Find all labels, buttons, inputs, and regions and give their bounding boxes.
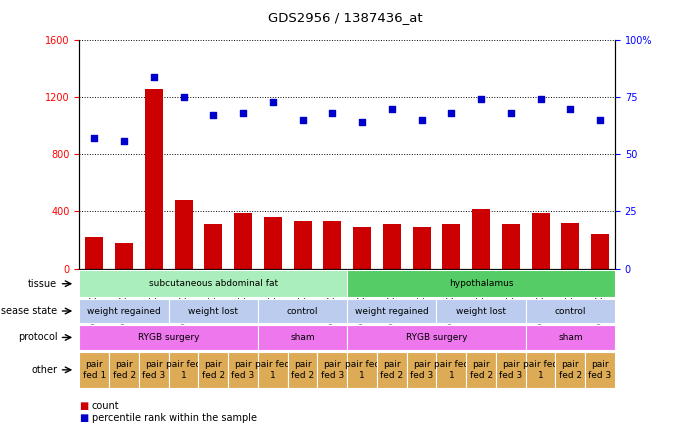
Bar [531,213,549,269]
Bar [175,200,193,269]
Bar [294,222,312,269]
Text: pair fed
1: pair fed 1 [523,360,558,380]
Point [327,110,338,117]
Point [89,135,100,142]
Text: ■: ■ [79,413,88,423]
Bar [353,227,371,269]
Point [594,116,605,123]
Text: pair
fed 3: pair fed 3 [499,360,522,380]
Point [238,110,249,117]
Text: hypothalamus: hypothalamus [449,279,513,288]
Text: pair fed
1: pair fed 1 [255,360,290,380]
Bar [561,223,579,269]
Point [149,73,160,80]
Text: weight lost: weight lost [189,306,238,316]
Text: pair
fed 2: pair fed 2 [113,360,135,380]
Bar [442,224,460,269]
Point [386,105,397,112]
Text: control: control [555,306,586,316]
Text: count: count [92,401,120,411]
Point [357,119,368,126]
Text: pair
fed 2: pair fed 2 [202,360,225,380]
Point [416,116,427,123]
Bar [323,222,341,269]
Bar [115,243,133,269]
Text: sham: sham [290,333,315,342]
Text: RYGB surgery: RYGB surgery [406,333,467,342]
Bar [413,227,430,269]
Point [475,96,486,103]
Bar [264,217,282,269]
Bar [86,237,103,269]
Point [119,137,130,144]
Text: weight regained: weight regained [355,306,428,316]
Text: other: other [31,365,57,375]
Text: sham: sham [558,333,583,342]
Bar [502,224,520,269]
Text: disease state: disease state [0,306,57,316]
Point [267,98,278,105]
Text: pair
fed 3: pair fed 3 [142,360,165,380]
Text: pair
fed 2: pair fed 2 [470,360,493,380]
Bar [234,213,252,269]
Text: control: control [287,306,319,316]
Text: pair
fed 3: pair fed 3 [231,360,255,380]
Bar [145,88,163,269]
Bar [205,224,223,269]
Text: pair
fed 2: pair fed 2 [559,360,582,380]
Text: ■: ■ [79,401,88,411]
Text: protocol: protocol [18,333,57,342]
Text: subcutaneous abdominal fat: subcutaneous abdominal fat [149,279,278,288]
Text: pair
fed 3: pair fed 3 [589,360,612,380]
Text: pair fed
1: pair fed 1 [345,360,379,380]
Text: pair
fed 2: pair fed 2 [291,360,314,380]
Text: GDS2956 / 1387436_at: GDS2956 / 1387436_at [268,11,423,24]
Text: pair
fed 3: pair fed 3 [321,360,344,380]
Point [505,110,516,117]
Text: pair
fed 1: pair fed 1 [83,360,106,380]
Text: weight lost: weight lost [456,306,506,316]
Point [297,116,308,123]
Text: pair
fed 2: pair fed 2 [380,360,404,380]
Point [178,94,189,101]
Text: pair fed
1: pair fed 1 [434,360,469,380]
Text: pair fed
1: pair fed 1 [166,360,201,380]
Point [535,96,546,103]
Text: tissue: tissue [28,279,57,289]
Text: pair
fed 3: pair fed 3 [410,360,433,380]
Text: weight regained: weight regained [87,306,161,316]
Bar [472,209,490,269]
Text: RYGB surgery: RYGB surgery [138,333,200,342]
Point [208,112,219,119]
Text: percentile rank within the sample: percentile rank within the sample [92,413,257,423]
Point [565,105,576,112]
Point [446,110,457,117]
Bar [591,234,609,269]
Bar [383,224,401,269]
